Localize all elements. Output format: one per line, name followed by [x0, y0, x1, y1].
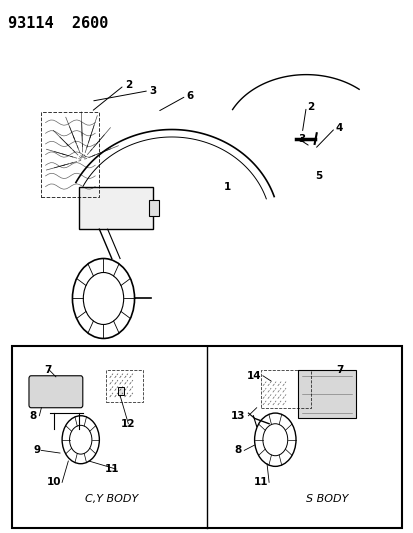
Text: 93114  2600: 93114 2600: [8, 16, 108, 31]
Text: 2: 2: [306, 102, 313, 111]
Bar: [260, 370, 310, 408]
Text: 13: 13: [230, 411, 245, 421]
Text: 11: 11: [253, 478, 268, 487]
Text: 9: 9: [33, 446, 41, 455]
Text: 8: 8: [29, 411, 37, 421]
Text: C,Y BODY: C,Y BODY: [85, 494, 138, 504]
Bar: [78, 187, 153, 229]
FancyBboxPatch shape: [29, 376, 83, 408]
Text: 4: 4: [335, 123, 342, 133]
Text: 1: 1: [223, 182, 231, 191]
Bar: [118, 387, 124, 395]
Text: 3: 3: [149, 86, 157, 95]
Text: 2: 2: [124, 80, 132, 90]
Text: 3: 3: [298, 134, 305, 143]
Bar: [297, 370, 355, 418]
Text: 5: 5: [314, 171, 322, 181]
Text: S BODY: S BODY: [305, 494, 347, 504]
Text: 10: 10: [46, 478, 61, 487]
Text: 6: 6: [186, 91, 194, 101]
Bar: [12, 346, 401, 528]
Bar: [149, 200, 159, 216]
Bar: [105, 370, 142, 402]
Text: 7: 7: [335, 366, 342, 375]
Text: 11: 11: [104, 464, 119, 474]
Text: 8: 8: [234, 446, 241, 455]
Text: 14: 14: [247, 371, 261, 381]
Text: 7: 7: [44, 366, 51, 375]
Text: 12: 12: [121, 419, 135, 429]
